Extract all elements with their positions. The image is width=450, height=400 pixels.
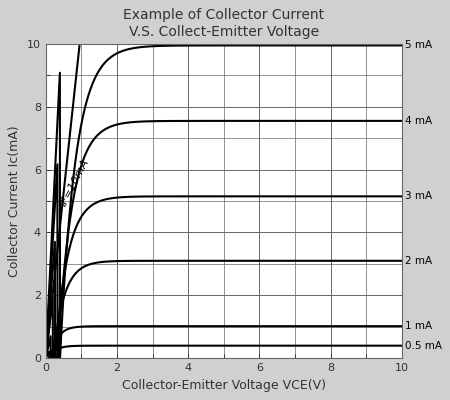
- Text: 2 mA: 2 mA: [405, 256, 432, 266]
- Text: 0.5 mA: 0.5 mA: [405, 341, 442, 351]
- Y-axis label: Collector Current Ic(mA): Collector Current Ic(mA): [9, 125, 21, 277]
- Title: Example of Collector Current
V.S. Collect-Emitter Voltage: Example of Collector Current V.S. Collec…: [123, 8, 324, 38]
- Text: 3 mA: 3 mA: [405, 191, 432, 201]
- X-axis label: Collector-Emitter Voltage VCE(V): Collector-Emitter Voltage VCE(V): [122, 379, 326, 392]
- Text: 4 mA: 4 mA: [405, 116, 432, 126]
- Text: 1 mA: 1 mA: [405, 321, 432, 331]
- Text: IF=10mA: IF=10mA: [59, 157, 91, 208]
- Text: 5 mA: 5 mA: [405, 40, 432, 50]
